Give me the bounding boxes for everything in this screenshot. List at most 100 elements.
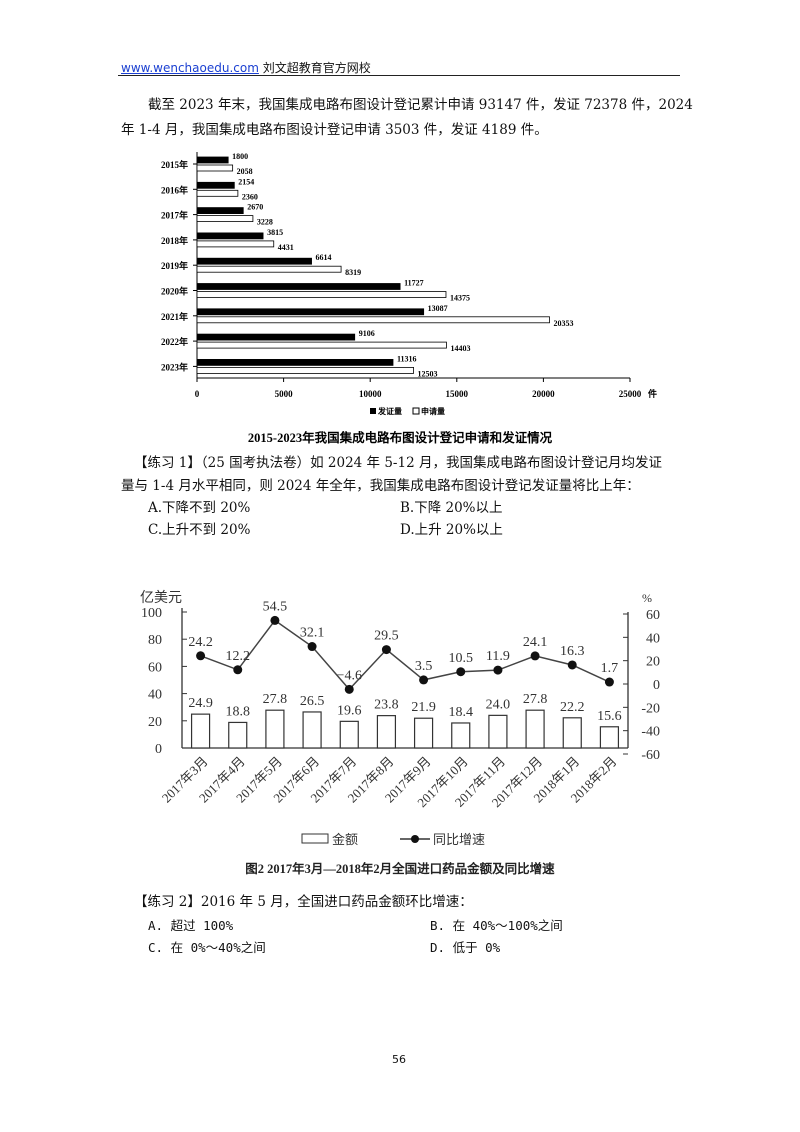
- ex1-line1: 【练习 1】（25 国考执法卷）如 2024 年 5-12 月，我国集成电路布图…: [134, 455, 662, 471]
- category-label: 2023年: [161, 361, 188, 372]
- growth-label: 12.2: [226, 649, 251, 664]
- page-header: www.wenchaoedu.com 刘文超教育官方网校: [121, 59, 371, 76]
- bar-amount: [228, 721, 248, 749]
- category-label: 2017年: [161, 210, 188, 221]
- bar-label: 23.8: [374, 698, 399, 713]
- growth-line: [200, 619, 610, 691]
- x-tick-label: 5000: [275, 389, 294, 399]
- bar-application: [196, 265, 342, 273]
- ex2-option-a: A. 超过 100%: [148, 918, 234, 933]
- right-tick-label: 40: [646, 631, 660, 646]
- bar-amount: [302, 711, 322, 749]
- left-tick-label: 100: [141, 606, 162, 621]
- data-label: 11727: [404, 279, 424, 288]
- growth-label: 1.7: [601, 661, 619, 676]
- bar-label: 27.8: [523, 692, 548, 707]
- ex1-option-d: D.上升 20%以上: [400, 522, 503, 538]
- bar-application: [196, 366, 414, 374]
- category-label: 2022年: [161, 336, 188, 347]
- growth-label: −4.6: [337, 668, 362, 683]
- bar-application: [196, 164, 234, 172]
- x-tick-label: 25000: [619, 389, 642, 399]
- data-label: 20353: [554, 319, 574, 328]
- chart-ic-layout: 2015年 1800 2058 2016年 2154 2360 2017年 2670 3228 2…: [161, 152, 657, 445]
- ex2-option-c: C. 在 0%～40%之间: [148, 940, 266, 955]
- growth-point: [307, 642, 317, 652]
- bar-label: 15.6: [597, 709, 622, 724]
- ex2-option-d: D. 低于 0%: [430, 940, 501, 955]
- bar-certificate: [196, 283, 401, 290]
- data-label: 6614: [316, 253, 332, 262]
- data-label: 2670: [247, 203, 263, 212]
- bar-application: [196, 316, 550, 324]
- data-label: 3228: [257, 218, 273, 227]
- bar-certificate: [196, 358, 394, 366]
- page-number: 56: [392, 1053, 406, 1066]
- growth-point: [530, 651, 540, 661]
- legend-certificate: 发证量: [377, 406, 402, 416]
- right-tick-label: -40: [641, 725, 660, 740]
- bar-application: [196, 341, 447, 349]
- data-label: 8319: [345, 268, 361, 277]
- bar-label: 19.6: [337, 703, 362, 718]
- legend-application: 申请量: [421, 406, 445, 416]
- growth-point: [381, 645, 391, 655]
- left-tick-label: 40: [148, 688, 162, 703]
- x-tick-label: 20000: [532, 389, 555, 399]
- bar-certificate: [196, 257, 312, 265]
- ex2-option-b: B. 在 40%～100%之间: [430, 918, 563, 933]
- bar-label: 27.8: [263, 692, 288, 707]
- growth-point: [233, 665, 243, 675]
- bar-amount: [488, 714, 508, 749]
- bar-amount: [190, 713, 211, 749]
- growth-label: 11.9: [486, 649, 510, 664]
- category-label: 2019年: [161, 260, 188, 271]
- legend-amount: 金额: [332, 832, 358, 847]
- data-label: 14375: [450, 294, 470, 303]
- growth-label: 3.5: [415, 659, 433, 674]
- bar-amount: [525, 709, 545, 749]
- growth-point: [567, 660, 577, 670]
- ex1-option-c: C.上升不到 20%: [148, 522, 251, 538]
- site-link[interactable]: www.wenchaoedu.com: [121, 61, 259, 75]
- legend-swatch-amount: [301, 833, 329, 844]
- bar-label: 18.8: [226, 704, 251, 719]
- bar-amount: [376, 715, 397, 749]
- bar-amount: [562, 717, 582, 749]
- growth-point: [344, 684, 354, 694]
- data-label: 14403: [450, 344, 470, 353]
- left-tick-label: 80: [148, 633, 162, 648]
- right-tick-label: -20: [641, 701, 660, 716]
- data-label: 4431: [278, 243, 294, 252]
- bar-certificate: [196, 207, 244, 214]
- right-tick-label: 60: [646, 608, 660, 623]
- growth-label: 10.5: [449, 651, 474, 666]
- header-rule: [118, 75, 680, 76]
- bar-amount: [339, 720, 359, 749]
- legend-growth: 同比增速: [433, 832, 485, 847]
- legend-marker: [411, 835, 419, 843]
- growth-label: 54.5: [263, 599, 288, 614]
- category-label: 2020年: [161, 286, 188, 297]
- right-axis-label: %: [642, 591, 652, 605]
- data-label: 2154: [238, 177, 254, 186]
- ex1-line2: 量与 1-4 月水平相同，则 2024 年全年，我国集成电路布图设计登记发证量将…: [121, 478, 640, 494]
- growth-label: 24.2: [188, 635, 213, 650]
- bar-label: 24.9: [188, 696, 213, 711]
- bar-application: [196, 240, 275, 248]
- growth-point: [456, 667, 466, 677]
- category-label: 2018年: [161, 235, 188, 246]
- bar-amount: [413, 717, 434, 749]
- growth-point: [196, 651, 206, 661]
- data-label: 2058: [237, 167, 253, 176]
- growth-point: [604, 677, 614, 687]
- x-tick-label: 10000: [359, 389, 382, 399]
- ex1-option-b: B.下降 20%以上: [400, 500, 503, 516]
- x-tick-label: 15000: [446, 389, 469, 399]
- para1-line1: 截至 2023 年末，我国集成电路布图设计登记累计申请 93147 件，发证 7…: [148, 97, 693, 113]
- legend-swatch-application: [412, 407, 420, 415]
- bar-certificate: [196, 308, 425, 316]
- bar-label: 26.5: [300, 694, 325, 709]
- left-tick-label: 60: [148, 660, 162, 675]
